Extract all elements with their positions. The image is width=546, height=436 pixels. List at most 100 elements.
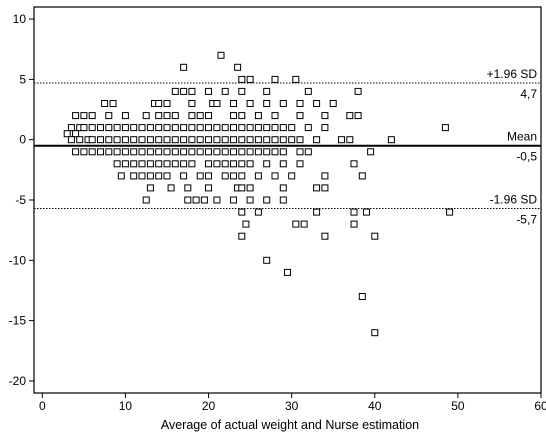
data-point (238, 184, 246, 192)
data-point (205, 87, 212, 95)
data-point (130, 136, 138, 144)
data-point (155, 160, 163, 168)
data-point (97, 148, 104, 156)
data-point (338, 136, 345, 144)
data-point (105, 136, 113, 144)
y-tick-label: 0 (19, 133, 26, 147)
data-point (146, 124, 154, 132)
data-point (263, 148, 271, 156)
data-point (371, 329, 379, 337)
data-point (88, 148, 96, 156)
lower-value: -5,7 (516, 212, 537, 226)
y-tick-label: 5 (19, 72, 26, 86)
data-point (230, 148, 237, 156)
data-point (238, 148, 246, 156)
data-point (163, 136, 171, 144)
data-point (192, 196, 200, 204)
data-point (246, 160, 254, 168)
data-point (296, 136, 304, 144)
data-point (263, 100, 271, 107)
data-point (263, 87, 271, 95)
data-point (304, 148, 312, 156)
data-point (105, 112, 113, 120)
data-point (230, 124, 237, 132)
data-point (180, 160, 188, 168)
data-point (321, 124, 329, 132)
data-point (387, 136, 395, 144)
y-tick-label: -5 (15, 193, 26, 207)
data-point (246, 124, 254, 132)
x-tick-label: 40 (368, 399, 382, 413)
data-point (329, 100, 337, 107)
data-point (321, 184, 329, 192)
data-point (246, 100, 254, 107)
data-point (130, 172, 138, 180)
data-point (213, 136, 221, 144)
data-point (113, 136, 121, 144)
x-axis-title: Average of actual weight and Nurse estim… (161, 418, 419, 432)
data-point (155, 172, 163, 180)
data-point (180, 136, 188, 144)
data-point (121, 148, 129, 156)
data-point (230, 112, 237, 120)
data-point (138, 124, 146, 132)
data-point (221, 136, 229, 144)
data-point (371, 232, 379, 240)
data-point (163, 112, 171, 120)
data-point (354, 87, 362, 95)
data-point (234, 63, 242, 71)
data-point (121, 136, 129, 144)
x-tick-label: 10 (119, 399, 133, 413)
data-point (213, 160, 221, 168)
y-tick-label: -20 (9, 374, 27, 388)
data-point (346, 136, 354, 144)
data-point (279, 184, 287, 192)
data-point (205, 160, 212, 168)
data-point (346, 112, 354, 120)
data-point (242, 220, 250, 228)
data-point (72, 148, 80, 156)
data-point (230, 136, 237, 144)
data-point (188, 160, 196, 168)
data-point (230, 196, 237, 204)
data-point (230, 160, 237, 168)
data-point (63, 130, 71, 138)
data-point (146, 160, 154, 168)
data-point (142, 112, 150, 120)
data-point (163, 124, 171, 132)
data-point (271, 75, 279, 83)
data-point (213, 148, 221, 156)
data-point (271, 172, 279, 180)
data-point (196, 172, 204, 180)
data-point (279, 124, 287, 132)
data-point (146, 184, 154, 192)
data-point (321, 232, 329, 240)
data-point (171, 87, 179, 95)
data-point (221, 160, 229, 168)
data-point (109, 100, 117, 107)
data-point (155, 148, 163, 156)
data-point (88, 136, 96, 144)
data-point (246, 75, 254, 83)
y-tick-label: -10 (9, 253, 27, 267)
data-point (163, 100, 171, 107)
data-point (230, 172, 237, 180)
data-point (367, 148, 375, 156)
data-point (358, 172, 366, 180)
data-point (184, 196, 192, 204)
data-point (130, 148, 138, 156)
mean-value: -0,5 (516, 150, 537, 164)
data-point (138, 160, 146, 168)
data-point (288, 124, 296, 132)
data-point (279, 148, 287, 156)
x-tick-label: 30 (285, 399, 299, 413)
data-point (221, 124, 229, 132)
data-point (167, 184, 175, 192)
data-point (105, 148, 113, 156)
data-point (238, 75, 246, 83)
data-point (76, 136, 84, 144)
data-point (205, 124, 212, 132)
data-point (180, 63, 188, 71)
data-point (263, 196, 271, 204)
